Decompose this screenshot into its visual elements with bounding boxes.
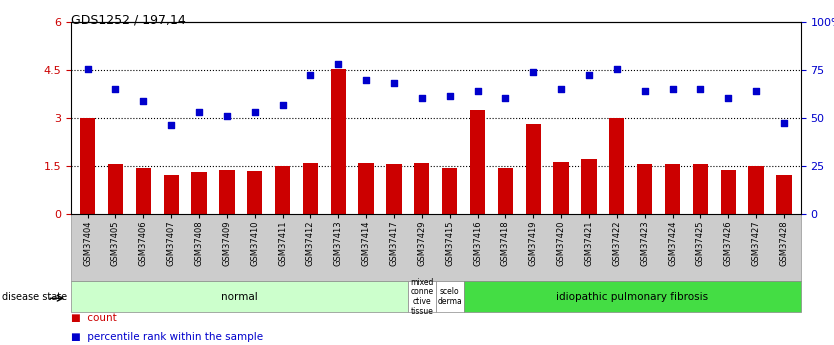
Point — [777, 120, 791, 126]
Point — [276, 102, 289, 108]
Bar — [470, 110, 485, 214]
Point — [721, 96, 735, 101]
Point — [332, 61, 345, 67]
Bar — [386, 165, 402, 214]
Bar — [359, 163, 374, 214]
Text: normal: normal — [221, 292, 258, 302]
Text: scelo
derma: scelo derma — [437, 287, 462, 306]
Bar — [303, 163, 318, 214]
Bar — [219, 170, 234, 214]
Point — [582, 72, 595, 78]
Bar — [525, 124, 541, 214]
Point — [499, 96, 512, 101]
Bar — [414, 163, 430, 214]
Text: disease state: disease state — [2, 292, 67, 302]
Bar — [330, 69, 346, 214]
Bar — [665, 165, 681, 214]
Text: ■  percentile rank within the sample: ■ percentile rank within the sample — [71, 332, 263, 342]
Text: GDS1252 / 197,14: GDS1252 / 197,14 — [71, 14, 186, 27]
Point — [666, 87, 679, 92]
Bar — [637, 165, 652, 214]
Point — [387, 80, 400, 86]
Bar — [609, 118, 625, 214]
Text: mixed
conne
ctive
tissue: mixed conne ctive tissue — [410, 278, 434, 316]
Bar — [108, 165, 123, 214]
Bar — [247, 171, 263, 214]
Point — [81, 66, 94, 71]
Point — [443, 94, 456, 99]
Point — [610, 66, 624, 71]
Bar — [776, 175, 791, 214]
Text: ■  count: ■ count — [71, 313, 117, 323]
Point — [220, 113, 234, 118]
Point — [304, 72, 317, 78]
Bar — [498, 168, 513, 214]
Point — [193, 110, 206, 115]
Text: idiopathic pulmonary fibrosis: idiopathic pulmonary fibrosis — [556, 292, 708, 302]
Point — [415, 96, 429, 101]
Point — [359, 77, 373, 82]
Bar — [581, 159, 596, 214]
Point — [555, 87, 568, 92]
Point — [526, 69, 540, 75]
Point — [108, 87, 122, 92]
Bar — [748, 166, 764, 214]
Point — [694, 87, 707, 92]
Point — [638, 88, 651, 94]
Point — [471, 88, 485, 94]
Point — [750, 88, 763, 94]
Bar — [442, 168, 457, 214]
Bar — [80, 118, 95, 214]
Bar — [136, 168, 151, 214]
Bar — [721, 170, 736, 214]
Bar — [693, 165, 708, 214]
Point — [137, 98, 150, 104]
Bar — [554, 162, 569, 214]
Bar — [163, 175, 178, 214]
Point — [248, 109, 261, 115]
Bar — [191, 172, 207, 214]
Point — [164, 122, 178, 127]
Bar — [275, 166, 290, 214]
